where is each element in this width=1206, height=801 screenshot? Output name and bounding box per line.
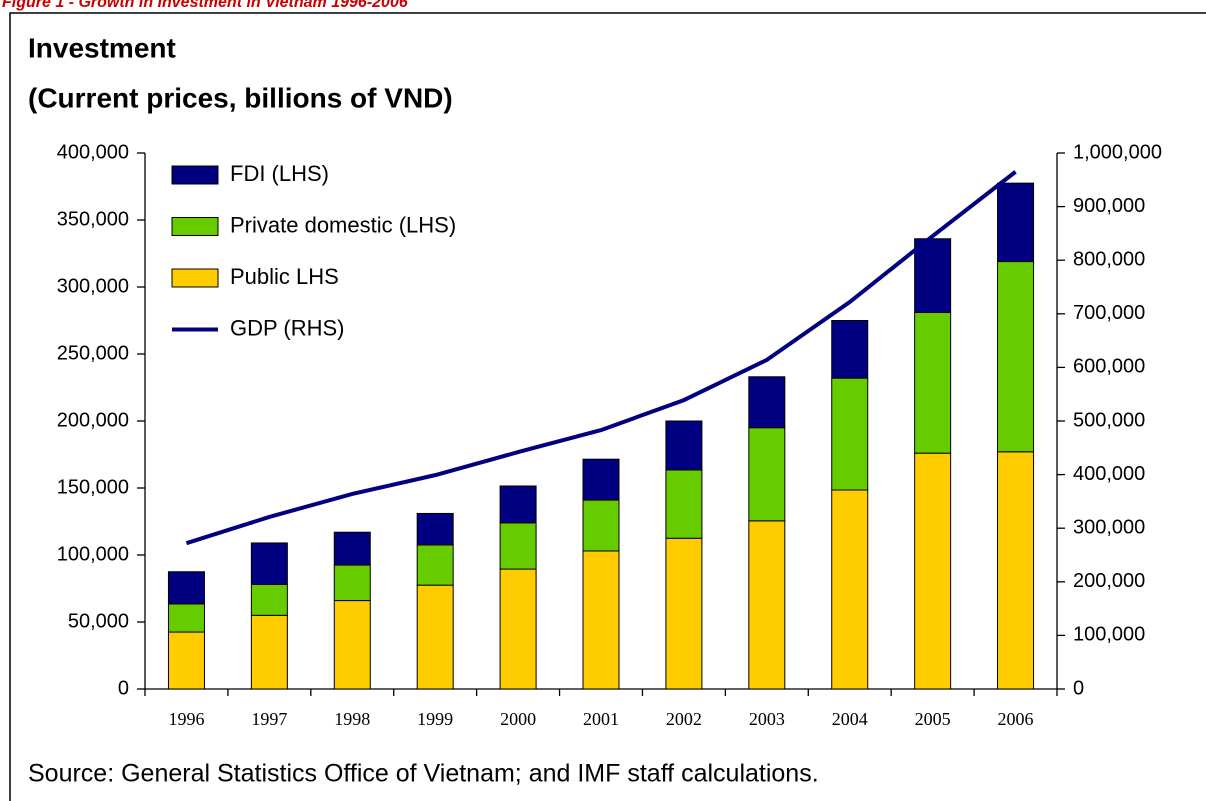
legend-swatch: [171, 217, 219, 236]
y-tick-label: 200,000: [57, 409, 129, 431]
y2-tick-label: 200,000: [1073, 570, 1145, 592]
bar: [914, 452, 952, 690]
x-tick-label: 2001: [583, 709, 619, 729]
x-tick-label: 1999: [417, 709, 453, 729]
x-tick-label: 2000: [500, 709, 536, 729]
bar: [997, 261, 1035, 453]
x-tick-label: 2002: [666, 709, 702, 729]
bar: [333, 600, 371, 690]
y2-tick-label: 100,000: [1073, 624, 1145, 646]
bar: [997, 451, 1035, 690]
x-tick-label: 1998: [334, 709, 370, 729]
y2-tick-label: 600,000: [1073, 356, 1145, 378]
bar: [333, 564, 371, 602]
y-tick-label: 350,000: [57, 208, 129, 230]
bar: [416, 512, 454, 546]
bar: [748, 376, 786, 429]
legend-label: Public LHS: [230, 264, 339, 289]
y-tick-label: 300,000: [57, 275, 129, 297]
x-tick-label: 2006: [998, 709, 1034, 729]
x-tick-label: 2004: [832, 709, 868, 729]
y-tick-label: 150,000: [57, 476, 129, 498]
x-tick-label: 1997: [251, 709, 287, 729]
y-tick-label: 50,000: [68, 610, 129, 632]
y2-tick-label: 700,000: [1073, 302, 1145, 324]
legend-label: GDP (RHS): [230, 315, 345, 340]
bar: [997, 182, 1035, 263]
bar: [914, 238, 952, 313]
y2-tick-label: 900,000: [1073, 195, 1145, 217]
bar: [250, 542, 288, 585]
legend-label: Private domestic (LHS): [230, 212, 456, 237]
bar: [831, 489, 869, 690]
bar: [416, 584, 454, 690]
bar: [748, 520, 786, 690]
caption: Figure 1 - Growth in Investment in Vietn…: [2, 0, 408, 11]
bar: [582, 458, 620, 501]
bar: [333, 531, 371, 566]
y2-tick-label: 500,000: [1073, 409, 1145, 431]
bar: [831, 320, 869, 379]
bar: [499, 568, 537, 690]
y2-tick-label: 800,000: [1073, 248, 1145, 270]
bar: [665, 420, 703, 471]
bar: [582, 550, 620, 690]
frame: [9, 12, 1206, 801]
source: Source: General Statistics Office of Vie…: [28, 760, 819, 788]
bar: [748, 427, 786, 522]
bar: [914, 311, 952, 454]
y-tick-label: 0: [118, 677, 129, 699]
bar: [167, 631, 205, 690]
bar: [831, 377, 869, 491]
y2-tick-label: 400,000: [1073, 463, 1145, 485]
bar: [416, 544, 454, 586]
y-tick-label: 250,000: [57, 342, 129, 364]
y2-tick-label: 1,000,000: [1073, 141, 1162, 163]
bar: [665, 537, 703, 690]
bar: [582, 499, 620, 552]
bar: [665, 469, 703, 539]
chart-subtitle: (Current prices, billions of VND): [28, 82, 453, 113]
line: [185, 170, 1017, 546]
x-tick-label: 2005: [915, 709, 951, 729]
chart-title: Investment: [28, 32, 176, 63]
legend-label: FDI (LHS): [230, 161, 329, 186]
bar: [499, 485, 537, 524]
x-tick-label: 2003: [749, 709, 785, 729]
bar: [167, 603, 205, 633]
bar: [167, 571, 205, 605]
x-tick-label: 1996: [168, 709, 204, 729]
y-tick-label: 400,000: [57, 141, 129, 163]
legend-swatch: [171, 165, 219, 185]
y-tick-label: 100,000: [57, 543, 129, 565]
bar: [499, 522, 537, 570]
y2-tick-label: 0: [1073, 677, 1084, 699]
bar: [250, 614, 288, 690]
bar: [250, 583, 288, 616]
legend-swatch: [171, 268, 219, 288]
y2-tick-label: 300,000: [1073, 516, 1145, 538]
